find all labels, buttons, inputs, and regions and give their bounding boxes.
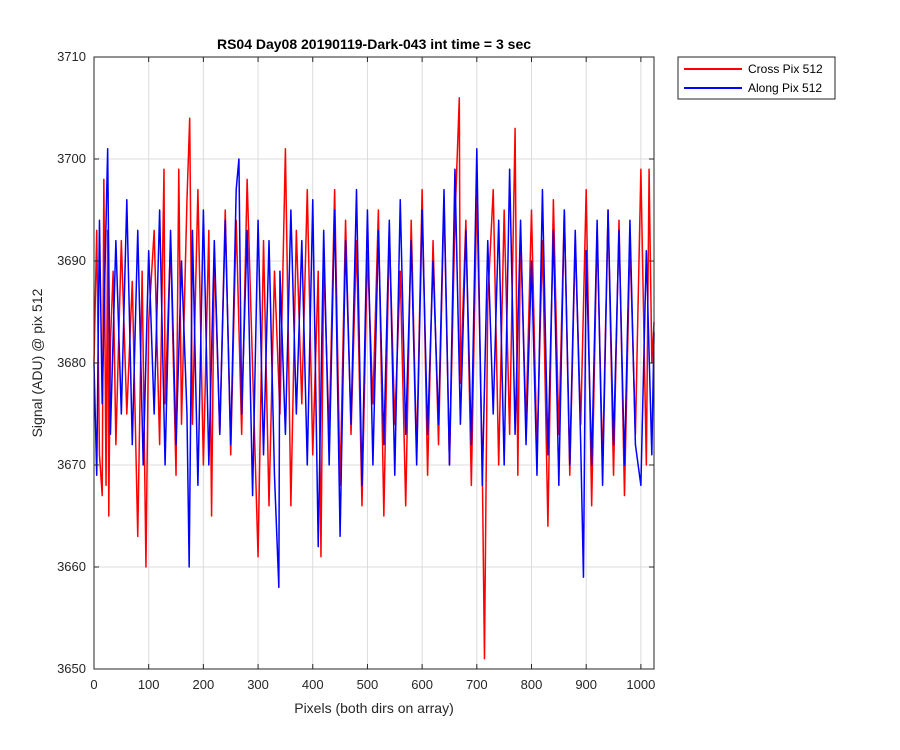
x-tick-label: 300 — [247, 677, 269, 692]
y-tick-label: 3690 — [57, 253, 86, 268]
chart-title: RS04 Day08 20190119-Dark-043 int time = … — [217, 36, 531, 52]
ticks: 0 100 200 300 400 500 600 700 800 900 1000 3650 3660… — [57, 49, 655, 692]
legend-box — [677, 56, 836, 100]
y-tick-label: 3700 — [57, 151, 86, 166]
y-tick-label: 3660 — [57, 559, 86, 574]
y-tick-label: 3680 — [57, 355, 86, 370]
x-tick-label: 700 — [466, 677, 488, 692]
series-layer — [93, 97, 655, 660]
y-tick-label: 3650 — [57, 661, 86, 676]
legend-label-cross: Cross Pix 512 — [748, 62, 823, 76]
x-axis-label: Pixels (both dirs on array) — [294, 700, 454, 716]
series-line-cross-pix-512 — [93, 97, 655, 660]
x-tick-label: 800 — [521, 677, 543, 692]
x-tick-label: 100 — [138, 677, 160, 692]
series-line-along-pix-512 — [93, 148, 655, 589]
x-tick-label: 600 — [411, 677, 433, 692]
x-tick-label: 0 — [90, 677, 97, 692]
legend-label-along: Along Pix 512 — [748, 81, 822, 95]
y-axis-label: Signal (ADU) @ pix 512 — [29, 288, 45, 437]
legend: Cross Pix 512 Along Pix 512 — [677, 56, 836, 100]
x-tick-label: 400 — [302, 677, 324, 692]
x-tick-label: 500 — [357, 677, 379, 692]
x-tick-label: 200 — [193, 677, 215, 692]
x-tick-label: 900 — [575, 677, 597, 692]
y-tick-label: 3670 — [57, 457, 86, 472]
x-tick-label: 1000 — [626, 677, 655, 692]
y-tick-label: 3710 — [57, 49, 86, 64]
